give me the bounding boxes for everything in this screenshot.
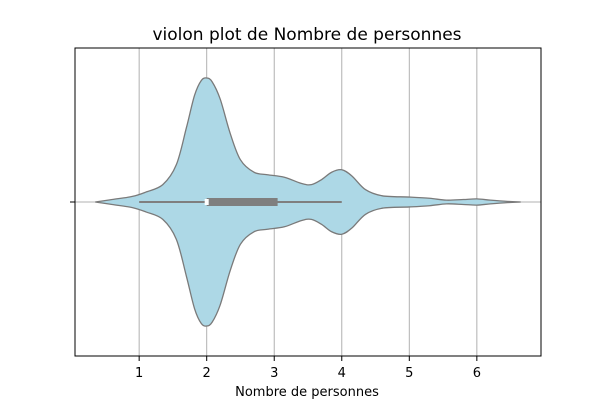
median-marker (204, 199, 209, 205)
x-tick-label-3: 3 (270, 366, 278, 381)
x-tick-label-1: 1 (135, 366, 143, 381)
x-tick-label-5: 5 (405, 366, 413, 381)
box-group (139, 198, 342, 206)
x-axis-label: Nombre de personnes (235, 385, 379, 400)
x-axis-ticks: 1 2 3 4 5 6 (135, 356, 481, 381)
interquartile-box (206, 198, 278, 206)
chart-title: violon plot de Nombre de personnes (152, 25, 461, 45)
x-tick-label-2: 2 (203, 366, 211, 381)
x-tick-label-6: 6 (473, 366, 481, 381)
x-tick-label-4: 4 (338, 366, 346, 381)
